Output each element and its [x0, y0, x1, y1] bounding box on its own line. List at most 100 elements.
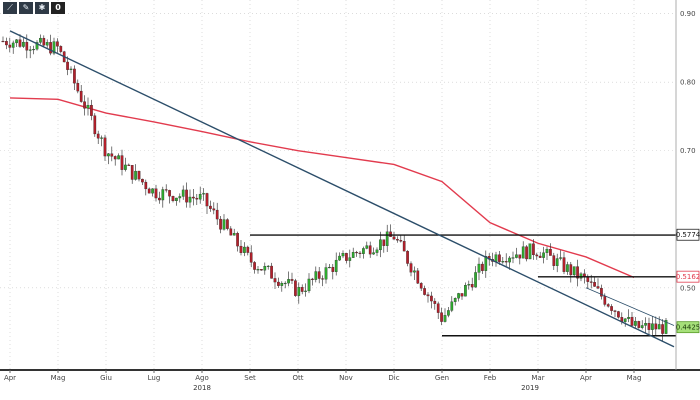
candle-body: [549, 248, 552, 256]
candle-body: [365, 245, 369, 249]
candle-body: [617, 311, 620, 318]
candle-body: [467, 284, 471, 286]
candle-body: [11, 42, 15, 48]
candle-body: [545, 248, 549, 253]
candle-body: [634, 321, 637, 326]
candle-body: [355, 251, 358, 254]
candle-body: [538, 255, 542, 258]
x-tick-label-4: Ago: [195, 374, 209, 382]
candle-body: [32, 49, 35, 51]
candle-body: [600, 288, 603, 297]
x-tick-label-11: Mar: [531, 374, 544, 382]
y-tick-label-1: 0.80: [680, 79, 696, 87]
counter-badge[interactable]: 0: [51, 2, 65, 14]
price-badge-0: [676, 228, 700, 241]
candle-body: [331, 266, 335, 272]
candle-body: [212, 208, 216, 211]
candle-body: [137, 170, 141, 180]
candle-body: [66, 61, 69, 70]
candle-body: [443, 315, 447, 322]
candle-body: [311, 278, 314, 280]
candle-body: [243, 246, 246, 253]
candle-body: [198, 193, 202, 200]
candle-body: [175, 197, 178, 202]
candle-body: [504, 261, 508, 263]
candle-body: [314, 271, 318, 280]
candle-body: [542, 252, 545, 258]
candle-body: [226, 219, 229, 229]
candle-body: [372, 252, 375, 255]
candle-body: [205, 193, 209, 207]
candle-body: [266, 265, 270, 267]
price-badges: 0.5774 0.5162 0.4425: [676, 228, 700, 334]
candle-body: [307, 278, 311, 292]
candle-body: [630, 316, 634, 326]
candle-body: [263, 266, 267, 271]
candle-body: [120, 155, 124, 170]
candle-body: [453, 298, 457, 302]
candle-body: [5, 41, 8, 46]
x-tick-label-10: Feb: [484, 374, 497, 382]
candle-body: [627, 316, 630, 319]
pencil-tool[interactable]: ✎: [19, 2, 33, 14]
candle-body: [49, 42, 52, 54]
candle-body: [239, 245, 243, 253]
candle-body: [379, 239, 382, 251]
line-tool-icon: ⟋: [7, 3, 13, 12]
price-badge-2: [676, 321, 700, 334]
candle-body: [651, 323, 654, 330]
candle-body: [246, 246, 250, 253]
settings-tool[interactable]: ✱: [35, 2, 49, 14]
x-tick-label-6: Ott: [293, 374, 304, 382]
candle-body: [15, 39, 18, 44]
candle-body: [368, 245, 372, 255]
candle-body: [515, 254, 518, 258]
candle-body: [195, 197, 199, 200]
candle-body: [96, 133, 100, 139]
candle-body: [317, 271, 321, 279]
x-tick-label-7: Nov: [339, 374, 353, 382]
x-tick-label-9: Gen: [435, 374, 449, 382]
candle-body: [348, 257, 352, 261]
candle-body: [168, 190, 171, 197]
candle-body: [436, 303, 440, 313]
candle-body: [158, 197, 161, 201]
candle-body: [518, 254, 522, 259]
draw-line-tool[interactable]: ⟋: [3, 2, 17, 14]
candle-body: [334, 259, 338, 272]
candle-body: [555, 258, 559, 266]
drawings: [9, 30, 676, 348]
candle-body: [494, 254, 498, 262]
candle-body: [661, 324, 664, 334]
candle-body: [637, 321, 641, 328]
candle-body: [603, 296, 607, 305]
candles: [1, 34, 668, 342]
candle-body: [413, 270, 416, 273]
candle-body: [249, 252, 253, 263]
candle-body: [209, 205, 212, 209]
candle-body: [188, 196, 192, 203]
candle-body: [657, 324, 661, 330]
ma-line: [9, 97, 635, 279]
candle-body: [147, 188, 151, 194]
candle-body: [406, 250, 409, 264]
candle-body: [470, 284, 474, 288]
candle-body: [589, 281, 593, 283]
candle-body: [127, 164, 131, 166]
candle-body: [501, 261, 505, 263]
candle-body: [498, 254, 501, 262]
candle-body: [222, 219, 226, 230]
candle-body: [277, 281, 280, 286]
candle-body: [304, 290, 307, 292]
trendline-0: [9, 30, 675, 348]
candle-body: [572, 266, 576, 276]
candle-body: [477, 263, 481, 273]
candle-body: [86, 104, 90, 109]
candle-body: [338, 255, 341, 261]
candle-body: [52, 41, 56, 54]
candle-body: [22, 41, 25, 47]
candle-body: [270, 265, 273, 279]
x-tick-label-5: Set: [244, 374, 256, 382]
candle-body: [130, 165, 134, 180]
